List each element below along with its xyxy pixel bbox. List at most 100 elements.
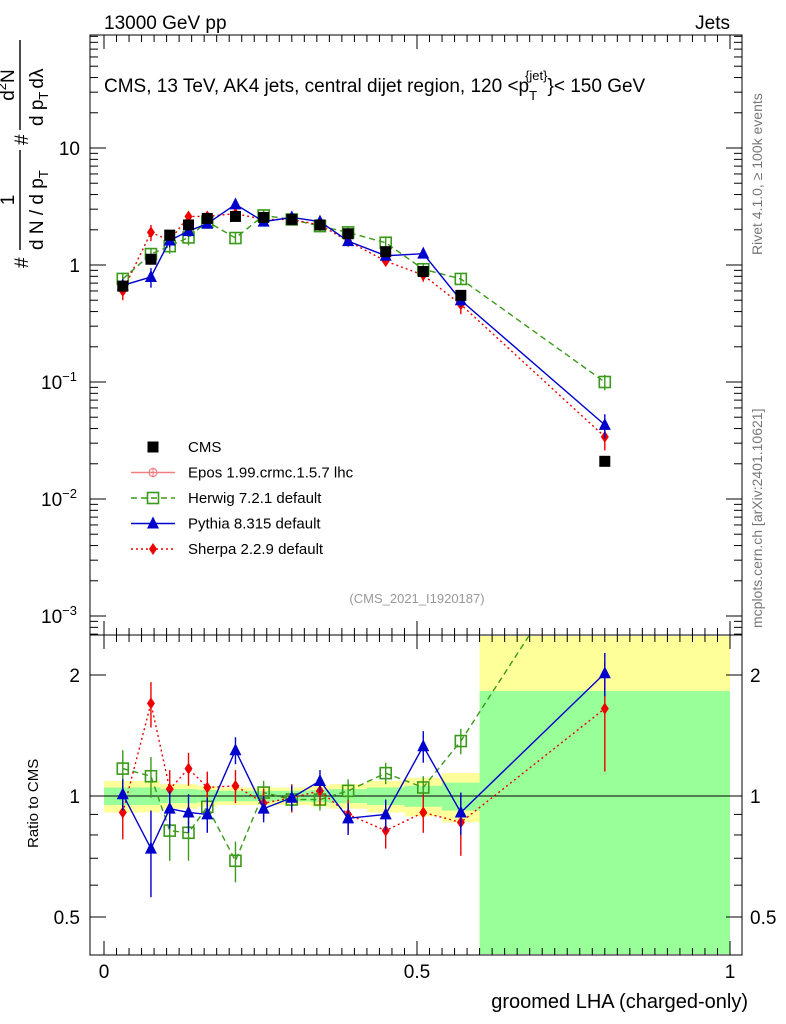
x-tick-labels: 0 0.5 1 bbox=[99, 962, 736, 983]
pythia-ratio-point bbox=[285, 790, 298, 803]
herwig-ratio-point bbox=[341, 784, 355, 798]
pythia-ratio-point bbox=[163, 801, 176, 814]
legend-label-1: Epos 1.99.crmc.1.5.7 lhc bbox=[188, 465, 354, 482]
pythia-ratio-point bbox=[417, 739, 430, 752]
pythia-ratio-point bbox=[182, 805, 195, 818]
ratio-panel-frame bbox=[89, 634, 743, 956]
cms-main-point bbox=[201, 212, 213, 224]
cms-main-point bbox=[258, 211, 270, 223]
pythia-ratio-point bbox=[454, 805, 467, 818]
pythia-ratio-point bbox=[598, 666, 611, 679]
herwig-main-point bbox=[454, 272, 468, 286]
cms-main-point bbox=[229, 210, 241, 222]
herwig-main-line bbox=[122, 214, 606, 383]
pythia-main-point bbox=[144, 269, 157, 282]
cms-main-point bbox=[342, 228, 354, 240]
sherpa-ratio-point bbox=[165, 783, 174, 796]
pythia-ratio-point bbox=[144, 841, 157, 854]
sherpa-ratio-point bbox=[184, 762, 193, 775]
herwig-ratio-point bbox=[144, 769, 158, 783]
sherpa-ratio-point bbox=[203, 781, 212, 794]
legend: CMS Epos 1.99.crmc.1.5.7 lhc Herwig 7.2.1 … bbox=[131, 439, 354, 558]
pythia-ratio-point bbox=[229, 743, 242, 756]
pythia-ratio-point bbox=[342, 811, 355, 824]
xtick-0.5: 0.5 bbox=[404, 962, 430, 983]
main-series-layer bbox=[116, 197, 612, 467]
herwig-ratio-point bbox=[454, 734, 468, 748]
header-left: 13000 GeV pp bbox=[104, 13, 227, 34]
legend-entry-4: Sherpa 2.2.9 default bbox=[131, 541, 324, 558]
ratio-ytick-right-0.5: 0.5 bbox=[750, 908, 776, 929]
legend-label-0: CMS bbox=[188, 439, 221, 456]
sherpa-ratio-point bbox=[231, 779, 240, 792]
herwig-ratio-point bbox=[379, 766, 393, 780]
ylabel-rhs-den: d pTdλ bbox=[27, 68, 51, 126]
ratio-series-layer bbox=[116, 635, 611, 898]
herwig-ratio-point bbox=[229, 854, 242, 868]
ratio-ytick-right-1: 1 bbox=[750, 787, 761, 808]
cms-main-point bbox=[286, 213, 298, 225]
pythia-ratio-point bbox=[257, 801, 270, 814]
legend-marker-4 bbox=[149, 543, 157, 555]
ratio-ytick-left-1: 1 bbox=[69, 787, 80, 808]
plot-title: CMS, 13 TeV, AK4 jets, central dijet reg… bbox=[104, 68, 646, 103]
pythia-ratio-point bbox=[313, 773, 326, 786]
cms-main-point bbox=[599, 455, 611, 467]
legend-marker-2 bbox=[146, 491, 160, 505]
pythia-ratio-point bbox=[201, 807, 214, 820]
pythia-ratio-point bbox=[379, 807, 392, 820]
ytick-label-1e-1: 10−1 bbox=[41, 369, 77, 394]
x-axis-label: groomed LHA (charged-only) bbox=[491, 991, 748, 1013]
ratio-y-tick-labels: 0.5 1 2 0.5 1 2 bbox=[54, 666, 777, 929]
ratio-uncertainty-bands bbox=[104, 636, 730, 954]
main-y-tick-labels: 10−3 10−2 10−1 1 10 bbox=[41, 139, 80, 628]
xtick-0: 0 bbox=[99, 962, 110, 983]
legend-label-2: Herwig 7.2.1 default bbox=[188, 490, 322, 507]
legend-entry-0: CMS bbox=[147, 439, 221, 456]
pythia-main-point bbox=[342, 234, 355, 247]
xtick-1: 1 bbox=[725, 962, 736, 983]
legend-entry-2: Herwig 7.2.1 default bbox=[131, 490, 322, 507]
sherpa-ratio-point bbox=[600, 702, 609, 715]
cms-main-point bbox=[164, 229, 176, 241]
pythia-main-point bbox=[598, 417, 611, 430]
main-y-axis-label: # 1 d N / d pT # d2N d pTdλ bbox=[0, 40, 51, 268]
sherpa-main-point bbox=[146, 226, 155, 239]
herwig-main-point bbox=[598, 375, 612, 389]
sherpa-ratio-point bbox=[419, 806, 428, 819]
ylabel-lhs-num: 1 bbox=[0, 195, 19, 206]
legend-entry-1: Epos 1.99.crmc.1.5.7 lhc bbox=[131, 465, 354, 482]
herwig-ratio-point bbox=[116, 762, 130, 775]
herwig-ratio-point bbox=[416, 781, 430, 794]
mcplots-label: mcplots.cern.ch [arXiv:2401.10621] bbox=[749, 409, 765, 628]
cms-main-point bbox=[455, 289, 467, 301]
ratio-y-axis-label: Ratio to CMS bbox=[25, 759, 42, 848]
ytick-label-1e-3: 10−3 bbox=[41, 603, 77, 628]
pythia-main-point bbox=[417, 246, 430, 259]
ylabel-hash: # bbox=[12, 257, 33, 268]
ylabel-mid-hash: # bbox=[12, 134, 33, 145]
legend-marker-3 bbox=[147, 516, 159, 529]
sherpa-ratio-point bbox=[118, 806, 127, 819]
pythia-main-point bbox=[229, 197, 242, 210]
ratio-ytick-left-2: 2 bbox=[69, 666, 80, 687]
ylabel-lhs-den: d N / d pT bbox=[27, 170, 51, 250]
axis-ticks bbox=[90, 35, 742, 955]
pythia-ratio-point bbox=[116, 787, 129, 800]
ratio-ytick-left-0.5: 0.5 bbox=[54, 908, 80, 929]
herwig-main-point bbox=[229, 231, 242, 245]
ytick-label-1e-2: 10−2 bbox=[41, 486, 77, 511]
cms-main-point bbox=[417, 265, 429, 277]
cms-main-point bbox=[117, 280, 129, 292]
ytick-label-10: 10 bbox=[59, 139, 80, 160]
sherpa-ratio-line bbox=[122, 703, 606, 832]
cms-main-point bbox=[380, 246, 392, 258]
analysis-id: (CMS_2021_I1920187) bbox=[349, 591, 484, 606]
legend-label-4: Sherpa 2.2.9 default bbox=[188, 541, 324, 558]
legend-marker-0 bbox=[147, 441, 159, 453]
ratio-ytick-right-2: 2 bbox=[750, 666, 761, 687]
cms-main-point bbox=[314, 219, 326, 231]
cms-main-point bbox=[183, 219, 195, 231]
ytick-label-1: 1 bbox=[69, 256, 80, 277]
